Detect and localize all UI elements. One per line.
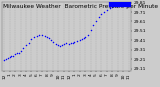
Point <box>72 42 74 44</box>
Point <box>35 35 38 36</box>
Point <box>108 8 111 9</box>
Point <box>52 41 54 43</box>
Point <box>127 3 130 4</box>
Point <box>84 37 87 38</box>
Point <box>54 43 57 45</box>
Point <box>30 39 33 40</box>
Point <box>18 52 20 53</box>
Point <box>38 34 41 35</box>
Point <box>48 38 50 39</box>
Point <box>22 47 24 49</box>
Point <box>124 3 127 4</box>
Point <box>5 58 7 60</box>
Point <box>14 54 16 55</box>
Point <box>3 59 6 61</box>
Point <box>62 43 65 45</box>
Point <box>41 34 43 35</box>
Point <box>119 4 122 5</box>
Point <box>116 5 119 6</box>
Point <box>73 41 76 43</box>
Point <box>19 50 22 51</box>
Point <box>92 25 95 26</box>
Point <box>46 36 49 37</box>
Point <box>97 16 100 17</box>
Point <box>27 42 30 44</box>
Point <box>12 56 15 57</box>
Point <box>7 58 9 59</box>
Text: Milwaukee Weather  Barometric Pressure per Minute  (24 Hours): Milwaukee Weather Barometric Pressure pe… <box>3 4 160 9</box>
Point <box>61 44 63 46</box>
Point <box>95 20 97 21</box>
Point <box>33 37 35 38</box>
Point <box>44 35 46 36</box>
Point <box>57 44 60 46</box>
Point <box>25 44 27 46</box>
Point <box>106 9 108 11</box>
Point <box>68 43 70 45</box>
Point <box>15 53 18 54</box>
Point <box>10 56 13 57</box>
Point <box>80 39 83 40</box>
Point <box>89 29 92 31</box>
Point <box>100 13 103 15</box>
Point <box>103 11 105 13</box>
Point <box>76 41 78 42</box>
Point <box>122 3 124 4</box>
Point <box>69 42 72 44</box>
Point <box>82 38 85 39</box>
Point <box>65 42 68 44</box>
Point <box>8 57 11 58</box>
Point <box>79 40 81 41</box>
Point <box>59 45 61 47</box>
Point <box>114 6 116 7</box>
Point <box>111 7 114 8</box>
Point <box>87 34 89 35</box>
Point <box>50 40 52 41</box>
